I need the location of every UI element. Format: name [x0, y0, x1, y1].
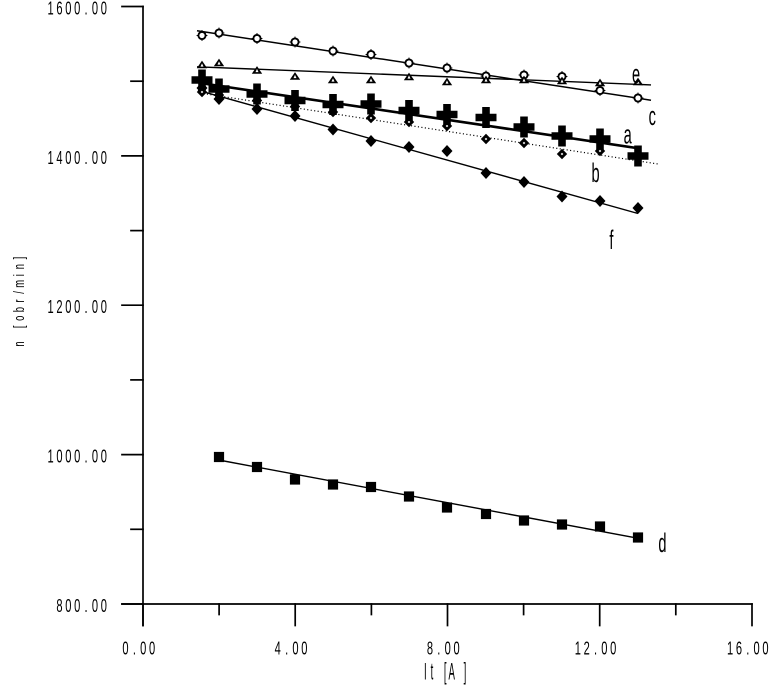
svg-text:1: 1 — [727, 639, 733, 660]
svg-text:0: 0 — [453, 639, 459, 660]
svg-text:0: 0 — [56, 447, 62, 468]
svg-text:1: 1 — [48, 297, 54, 318]
svg-text:.: . — [594, 639, 597, 660]
svg-text:0: 0 — [610, 639, 616, 660]
svg-text:.: . — [85, 596, 88, 617]
svg-text:]: ] — [11, 257, 28, 260]
svg-text:0: 0 — [65, 596, 71, 617]
svg-text:0: 0 — [292, 639, 298, 660]
svg-text:/: / — [11, 291, 28, 294]
svg-text:1: 1 — [575, 639, 581, 660]
svg-text:f: f — [609, 225, 613, 255]
svg-text:8: 8 — [56, 596, 62, 617]
svg-text:.: . — [133, 639, 136, 660]
svg-text:0: 0 — [74, 297, 80, 318]
svg-text:0: 0 — [65, 447, 71, 468]
svg-text:e: e — [632, 59, 640, 89]
svg-text:[: [ — [444, 657, 447, 685]
svg-text:1: 1 — [48, 148, 54, 169]
svg-text:1: 1 — [48, 447, 54, 468]
svg-text:0: 0 — [601, 639, 607, 660]
svg-text:[: [ — [11, 325, 28, 328]
svg-text:.: . — [285, 639, 288, 660]
svg-text:1: 1 — [48, 0, 54, 19]
svg-text:I: I — [424, 657, 427, 685]
svg-text:d: d — [658, 528, 666, 558]
svg-text:n: n — [11, 264, 28, 269]
svg-text:r: r — [11, 299, 28, 302]
svg-text:0: 0 — [74, 0, 80, 19]
svg-text:.: . — [746, 639, 749, 660]
svg-text:0: 0 — [92, 447, 98, 468]
svg-text:0: 0 — [101, 148, 107, 169]
svg-text:c: c — [649, 101, 656, 131]
svg-text:0: 0 — [65, 297, 71, 318]
svg-text:.: . — [437, 639, 440, 660]
svg-text:i: i — [11, 274, 28, 276]
svg-text:.: . — [85, 447, 88, 468]
svg-text:0: 0 — [65, 0, 71, 19]
svg-text:6: 6 — [736, 639, 742, 660]
svg-text:a: a — [624, 120, 632, 150]
svg-text:0: 0 — [445, 639, 451, 660]
svg-text:b: b — [591, 158, 599, 188]
svg-text:0: 0 — [140, 639, 146, 660]
svg-text:0: 0 — [92, 596, 98, 617]
svg-text:o: o — [11, 315, 28, 320]
svg-text:t: t — [431, 657, 434, 685]
svg-text:0: 0 — [74, 447, 80, 468]
svg-text:0: 0 — [65, 148, 71, 169]
svg-text:A: A — [449, 657, 456, 685]
svg-text:0: 0 — [74, 148, 80, 169]
svg-text:0: 0 — [754, 639, 760, 660]
svg-text:0: 0 — [101, 0, 107, 19]
svg-text:2: 2 — [56, 297, 62, 318]
svg-text:0: 0 — [301, 639, 307, 660]
svg-text:b: b — [11, 307, 28, 312]
svg-text:0: 0 — [122, 639, 128, 660]
svg-text:0: 0 — [762, 639, 768, 660]
svg-text:8: 8 — [427, 639, 433, 660]
svg-text:0: 0 — [101, 297, 107, 318]
svg-text:.: . — [85, 148, 88, 169]
svg-text:m: m — [11, 280, 28, 288]
svg-text:0: 0 — [101, 596, 107, 617]
svg-text:0: 0 — [92, 0, 98, 19]
svg-text:.: . — [85, 297, 88, 318]
svg-text:0: 0 — [74, 596, 80, 617]
svg-text:0: 0 — [101, 447, 107, 468]
svg-text:4: 4 — [56, 148, 63, 169]
svg-text:4: 4 — [275, 639, 282, 660]
svg-text:2: 2 — [584, 639, 590, 660]
svg-text:0: 0 — [92, 148, 98, 169]
svg-text:0: 0 — [92, 297, 98, 318]
svg-text:6: 6 — [56, 0, 62, 19]
svg-text:.: . — [85, 0, 88, 19]
svg-text:0: 0 — [149, 639, 155, 660]
svg-text:]: ] — [464, 657, 467, 685]
svg-text:n: n — [11, 341, 28, 346]
